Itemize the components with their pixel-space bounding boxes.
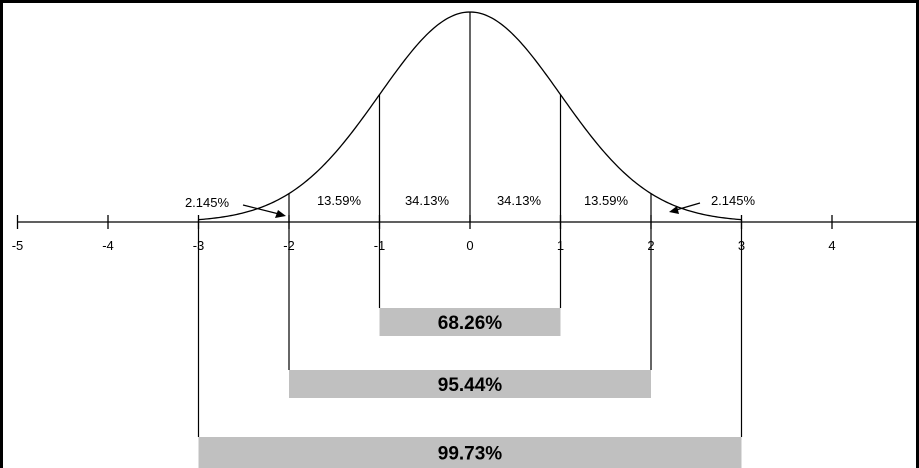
segment-label-neg1-0: 34.13% <box>405 193 450 208</box>
x-axis-ticks <box>16 215 833 229</box>
x-axis-tick-label: 1 <box>557 238 564 253</box>
tail-arrow-right <box>669 202 701 214</box>
coverage-band <box>198 437 742 468</box>
x-axis-tick-label: 0 <box>466 238 473 253</box>
x-axis-tick-label: -2 <box>283 238 295 253</box>
x-axis-tick-label: 2 <box>647 238 654 253</box>
x-axis-tick-label: -4 <box>102 238 114 253</box>
tail-arrow-left <box>242 204 286 218</box>
coverage-band <box>379 308 561 336</box>
x-axis-tick-label: -1 <box>374 238 386 253</box>
coverage-band-label: 68.26% <box>438 313 503 334</box>
coverage-band <box>289 370 651 398</box>
segment-label-neg3-neg2: 2.145% <box>185 195 230 210</box>
segment-label-neg2-neg1: 13.59% <box>317 193 362 208</box>
coverage-bands: 68.26% 95.44% 99.73% <box>198 308 742 468</box>
x-axis-labels: -5 -4 -3 -2 -1 0 1 2 3 4 <box>12 238 836 253</box>
segment-label-0-1: 34.13% <box>497 193 542 208</box>
segment-labels: 2.145% 13.59% 34.13% 34.13% 13.59% 2.145… <box>185 193 756 210</box>
x-axis-tick-label: -3 <box>193 238 205 253</box>
segment-label-1-2: 13.59% <box>584 193 629 208</box>
x-axis-tick-label: 4 <box>828 238 835 253</box>
x-axis-tick-label: 3 <box>738 238 745 253</box>
segment-label-2-3: 2.145% <box>711 193 756 208</box>
coverage-band-label: 95.44% <box>438 375 503 396</box>
x-axis-tick-label: -5 <box>12 238 24 253</box>
coverage-band-label: 99.73% <box>438 444 503 465</box>
